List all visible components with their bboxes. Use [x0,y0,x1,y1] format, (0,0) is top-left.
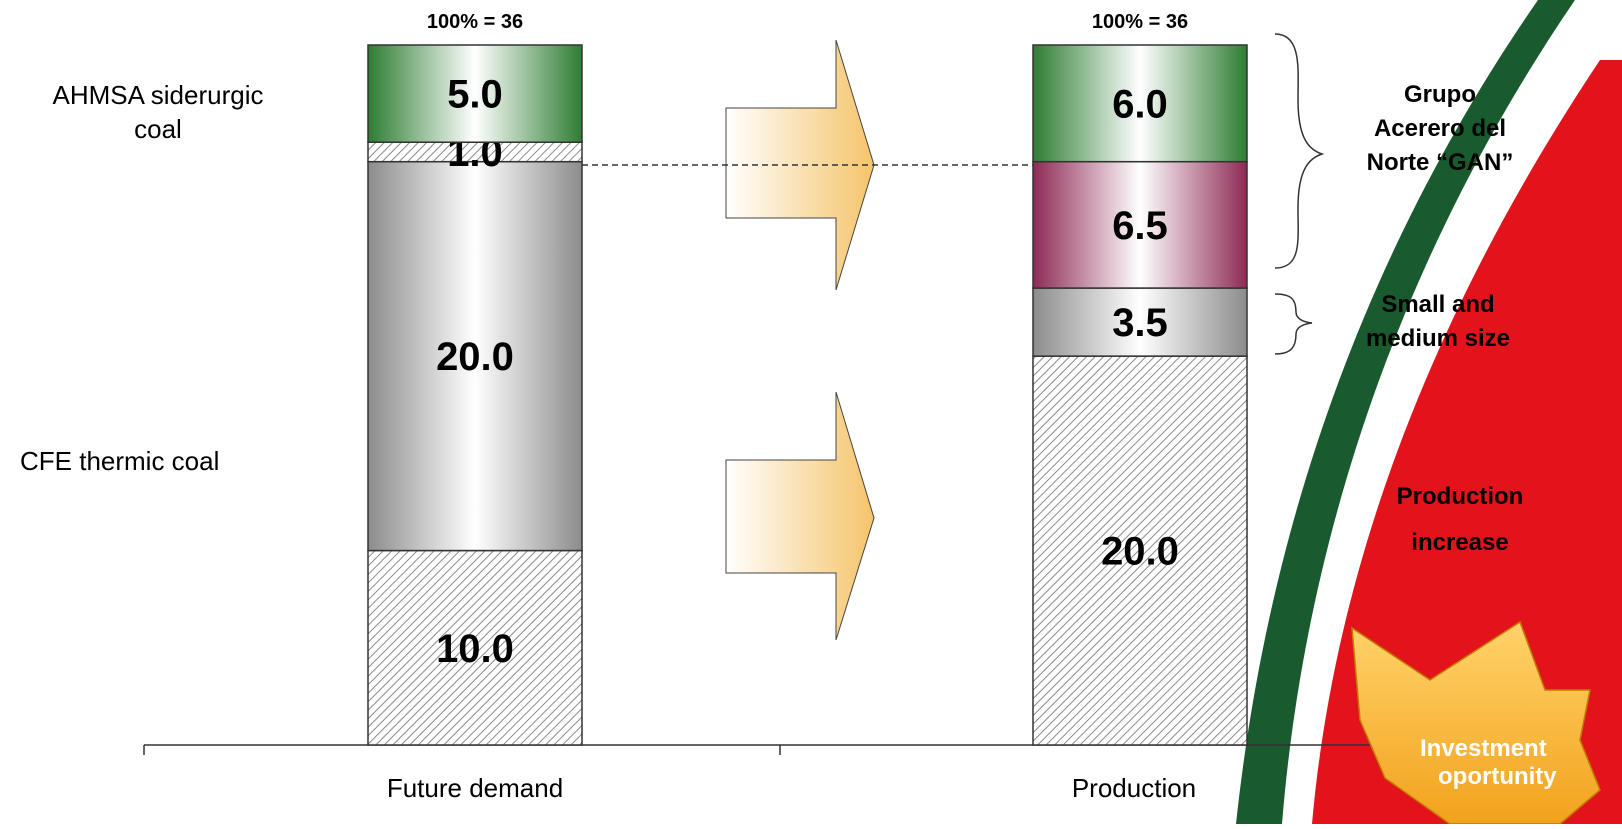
brace-gan [1274,33,1325,269]
callout-star-icon [1351,620,1601,825]
right-label-gan: Grupo Acerero del Norte “GAN” [1330,78,1550,180]
brace-small [1274,293,1313,355]
category-label: Future demand [387,773,563,803]
category-label: Production [1072,773,1196,803]
left-label-ahmsa: AHMSA siderurgic coal [8,78,308,146]
data-label: 3.5 [1112,301,1168,345]
right-label-small-line1: Small and [1381,291,1495,318]
background-flag [1236,0,1622,824]
data-label: 20.0 [436,335,514,379]
left-label-ahmsa-line2: coal [134,114,182,144]
bar-segment [1032,355,1248,746]
bar-segment [367,549,583,746]
bar-segment [367,44,583,143]
callout-line2: oportunity [1438,763,1557,790]
data-label: 20.0 [1101,530,1179,574]
total-label: 100% = 36 [1092,11,1188,33]
callout-line1: Investment [1420,735,1547,762]
right-label-prod-line2: increase [1411,529,1509,556]
right-label-gan-line2: Acerero del [1373,115,1507,142]
bar-segment [1032,287,1248,357]
right-label-production-increase: Production increase [1360,474,1560,566]
callout-text: Investment oportunity [1420,735,1620,791]
left-label-ahmsa-line1: AHMSA siderurgic [52,80,264,110]
bar-segment [1032,44,1248,163]
right-label-gan-line3: Norte “GAN” [1366,149,1514,176]
data-label: 6.5 [1112,204,1168,248]
data-label: 10.0 [436,627,514,671]
data-label: 6.0 [1112,82,1168,126]
flag-red-area [1312,60,1622,824]
bar-segment [1032,160,1248,289]
right-label-small-line2: medium size [1365,325,1511,352]
left-label-cfe: CFE thermic coal [20,446,220,476]
right-label-gan-line1: Grupo [1404,81,1476,108]
arrow-icon [725,39,875,291]
total-label: 100% = 36 [427,11,523,33]
arrow-icon [725,391,875,641]
right-label-small: Small and medium size [1328,288,1548,356]
right-label-prod-line1: Production [1396,483,1524,510]
data-label: 5.0 [447,73,503,117]
